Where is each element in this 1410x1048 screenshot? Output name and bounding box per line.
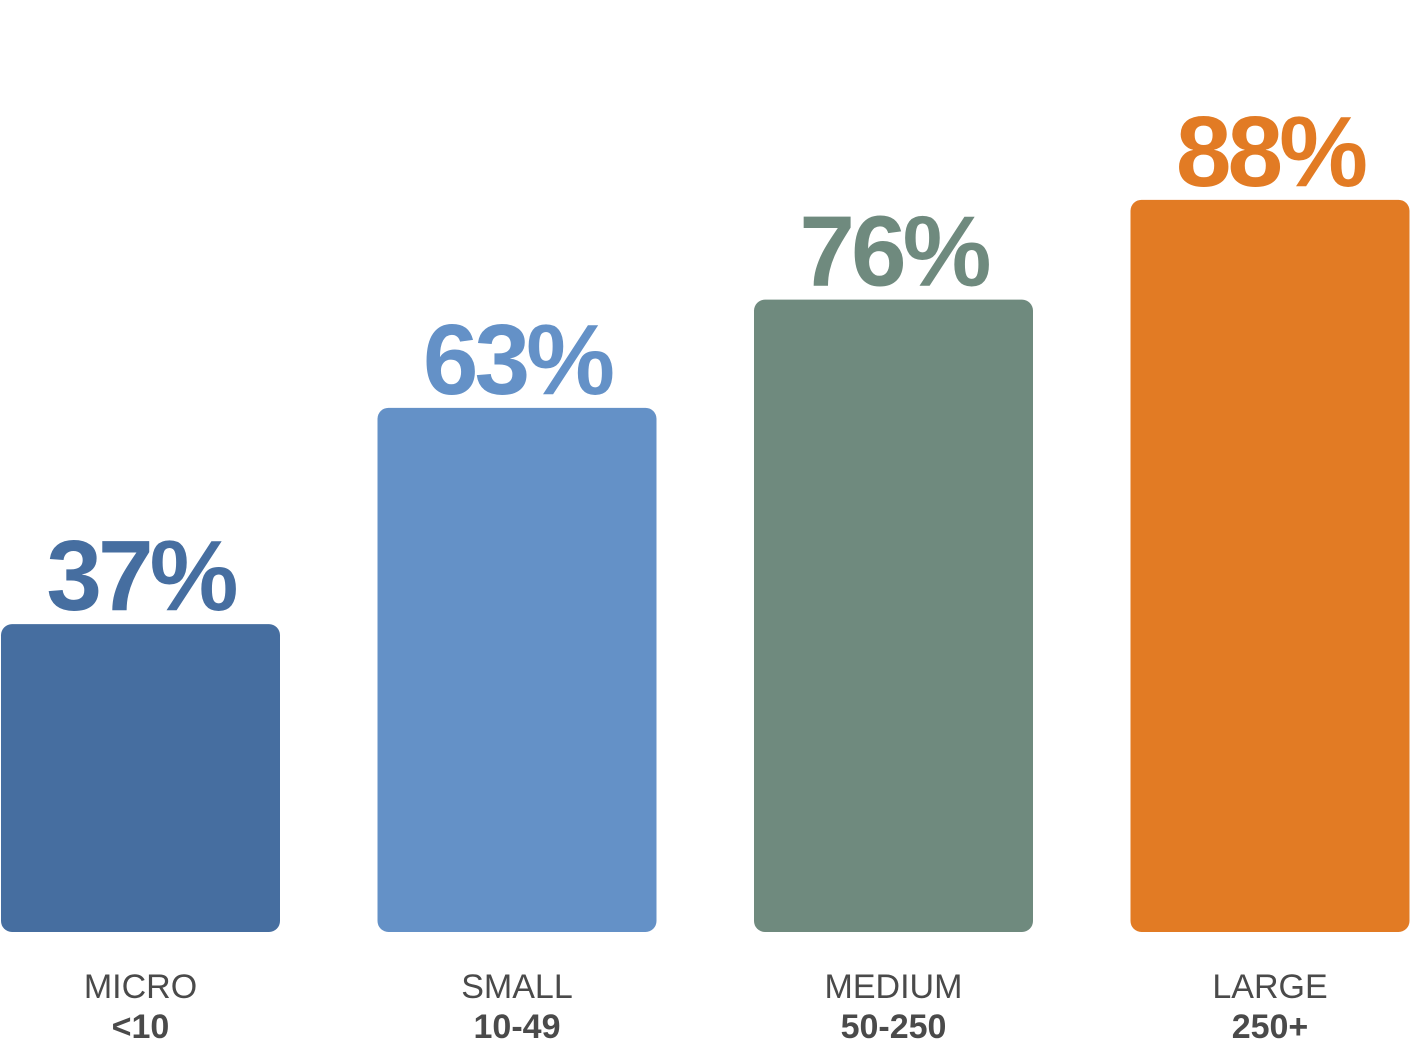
category-range-micro: <10 (112, 1008, 170, 1046)
bar-large (1130, 199, 1410, 933)
category-range-medium: 50-250 (841, 1008, 947, 1046)
category-name-large: LARGE (1212, 968, 1327, 1006)
bar-small (377, 407, 657, 933)
category-range-large: 250+ (1232, 1008, 1309, 1046)
bar-micro (1, 624, 280, 932)
value-label-micro: 37% (46, 520, 236, 632)
value-label-small: 63% (423, 304, 613, 416)
category-name-micro: MICRO (84, 968, 197, 1006)
value-labels-group: 37% 63% 76% 88% (46, 96, 1370, 632)
bar-medium (754, 299, 1033, 932)
bars-group (1, 199, 1410, 933)
value-label-medium: 76% (799, 196, 989, 308)
category-range-small: 10-49 (474, 1008, 561, 1046)
category-name-small: SMALL (461, 968, 573, 1006)
value-label-large: 88% (1176, 96, 1366, 208)
category-name-medium: MEDIUM (825, 968, 963, 1006)
